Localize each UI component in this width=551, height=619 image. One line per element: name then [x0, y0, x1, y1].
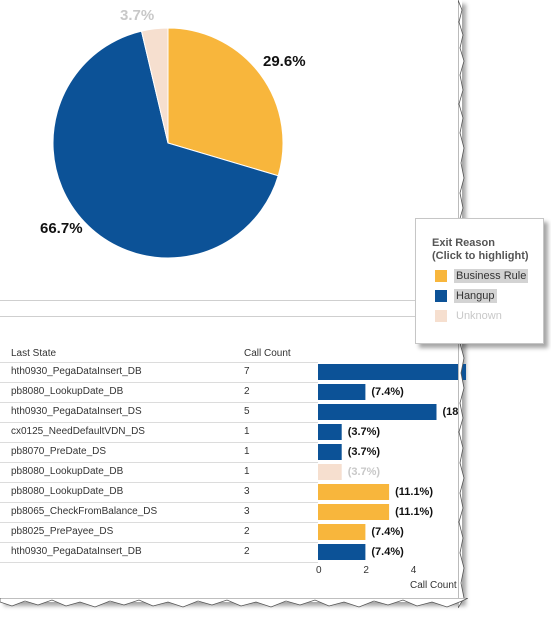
bar-value-label: (3.7%)	[347, 466, 381, 478]
bar-business-rule[interactable]	[318, 504, 390, 520]
legend-label: Unknown	[456, 310, 502, 322]
table-cell-call-count: 5	[244, 406, 250, 417]
bar-value-label: (11.1%)	[395, 486, 434, 498]
legend-swatch	[435, 310, 447, 322]
table-row-divider	[0, 502, 318, 503]
legend-swatch	[435, 290, 447, 302]
table-cell-last-state: hth0930_PegaDataInsert_DB	[11, 546, 142, 557]
bar-hangup[interactable]	[318, 424, 342, 440]
table-row-divider	[0, 402, 318, 403]
table-cell-last-state: pb8025_PrePayee_DS	[11, 526, 114, 537]
table-row-divider	[0, 422, 318, 423]
table-cell-call-count: 3	[244, 506, 250, 517]
table-cell-call-count: 7	[244, 366, 250, 377]
bar-value-label: (7.4%)	[371, 526, 404, 538]
report-page: 3.7% 29.6% 66.7% Last State Call Count h…	[0, 0, 466, 591]
legend-title: Exit Reason (Click to highlight)	[432, 237, 529, 263]
table-header-line	[0, 362, 318, 363]
x-axis-tick-label: 0	[316, 565, 322, 576]
table-cell-call-count: 2	[244, 386, 250, 397]
pie-slice-unknown[interactable]	[140, 27, 169, 144]
bar-business-rule[interactable]	[318, 484, 390, 500]
legend-label: Hangup	[454, 289, 497, 303]
legend-title-line1: Exit Reason	[432, 237, 495, 249]
exit-reason-pie-chart[interactable]	[0, 0, 462, 300]
table-row-divider	[0, 442, 318, 443]
bar-value-label: (11.1%)	[395, 506, 434, 518]
table-cell-call-count: 1	[244, 446, 250, 457]
table-cell-last-state: pb8065_CheckFromBalance_DS	[11, 506, 158, 517]
bar-hangup[interactable]	[318, 444, 342, 460]
table-row-divider	[0, 542, 318, 543]
pie-label-business-rule: 29.6%	[263, 53, 306, 70]
table-cell-call-count: 2	[244, 526, 250, 537]
table-cell-call-count: 1	[244, 466, 250, 477]
bar-unknown[interactable]	[318, 464, 342, 480]
bar-hangup[interactable]	[318, 364, 466, 380]
table-cell-last-state: pb8080_LookupDate_DB	[11, 466, 124, 477]
table-cell-last-state: hth0930_PegaDataInsert_DS	[11, 406, 142, 417]
table-cell-last-state: cx0125_NeedDefaultVDN_DS	[11, 426, 145, 437]
table-cell-last-state: pb8080_LookupDate_DB	[11, 386, 124, 397]
torn-edge-bottom	[0, 598, 468, 608]
table-cell-call-count: 3	[244, 486, 250, 497]
x-axis-tick-label: 2	[363, 565, 369, 576]
legend-label: Business Rule	[454, 269, 529, 283]
column-header-last-state: Last State	[11, 348, 57, 359]
pie-slice-business-rule[interactable]	[167, 27, 284, 177]
table-row-divider	[0, 522, 318, 523]
table-row-divider	[0, 482, 318, 483]
table-row-divider	[0, 462, 318, 463]
pie-label-hangup: 66.7%	[40, 220, 83, 237]
section-divider	[0, 300, 462, 301]
section-divider	[0, 316, 462, 317]
table-cell-call-count: 1	[244, 426, 250, 437]
table-cell-last-state: pb8070_PreDate_DS	[11, 446, 107, 457]
table-row-divider	[0, 562, 318, 563]
pie-slice-hangup[interactable]	[52, 30, 279, 259]
bar-value-label: (7.4%)	[371, 386, 404, 398]
bar-value-label: (3.7%)	[347, 426, 381, 438]
call-count-bar-chart	[318, 364, 466, 560]
bar-value-label: (3.7%)	[347, 446, 381, 458]
x-axis-title: Call Count	[410, 580, 457, 591]
table-cell-last-state: pb8080_LookupDate_DB	[11, 486, 124, 497]
legend-title-line2: (Click to highlight)	[432, 250, 529, 262]
table-cell-last-state: hth0930_PegaDataInsert_DB	[11, 366, 142, 377]
exit-reason-legend: Exit Reason (Click to highlight) Busines…	[415, 218, 544, 344]
bar-hangup[interactable]	[318, 544, 366, 560]
x-axis-tick-label: 4	[410, 565, 417, 576]
bar-hangup[interactable]	[318, 404, 437, 420]
table-cell-call-count: 2	[244, 546, 250, 557]
legend-swatch	[435, 270, 447, 282]
column-header-call-count: Call Count	[244, 348, 291, 359]
table-row-divider	[0, 382, 318, 383]
pie-label-unknown: 3.7%	[120, 7, 155, 24]
bar-value-label: (7.4%)	[371, 546, 404, 558]
bar-value-label: (18	[442, 406, 459, 418]
bar-business-rule[interactable]	[318, 524, 366, 540]
bar-hangup[interactable]	[318, 384, 366, 400]
